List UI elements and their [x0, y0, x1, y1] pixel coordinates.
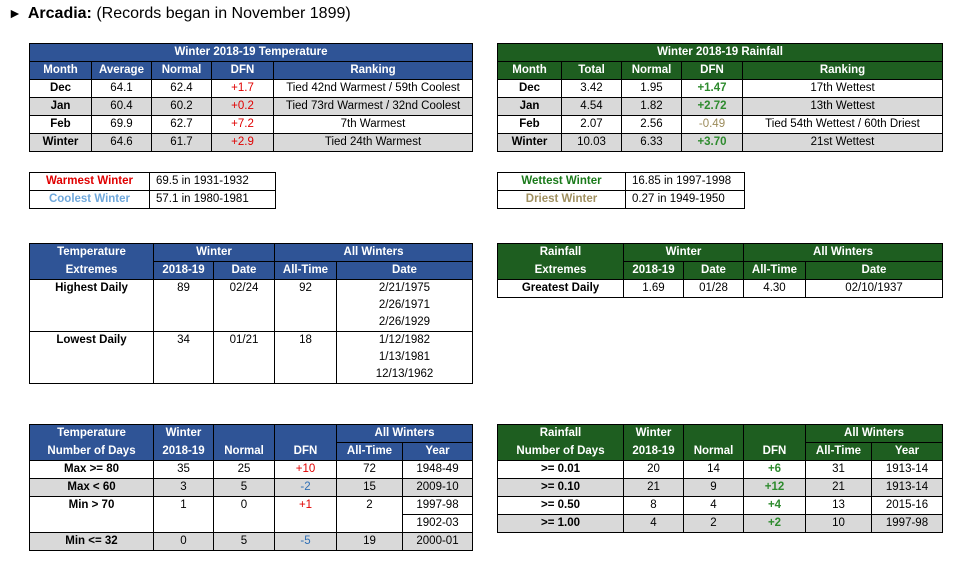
table-row: >= 1.00 4 2 +2 10 1997-98 [497, 514, 943, 533]
all-winters-header: All Winters [274, 243, 473, 262]
temperature-title: Winter 2018-19 Temperature [28, 43, 474, 62]
table-row: Winter 64.6 61.7 +2.9 Tied 24th Warmest [29, 133, 474, 152]
rainfall-records: Wettest Winter 16.85 in 1997-1998 Driest … [497, 172, 745, 209]
all-winters-header: All Winters [743, 243, 943, 262]
col-average: Average [91, 61, 152, 80]
table-row: Jan 4.54 1.82 +2.72 13th Wettest [497, 97, 944, 116]
table-row: Max < 60 3 5 -2 15 2009-10 [29, 478, 473, 497]
table-row: Min > 70 1 0 +1 2 1997-98 [29, 496, 473, 515]
col-dfn: DFN [211, 61, 274, 80]
warmest-winter-label: Warmest Winter [29, 172, 150, 191]
table-row: >= 0.10 21 9 +12 21 1913-14 [497, 478, 943, 497]
table-row: Lowest Daily 34 01/21 18 1/12/1982 [29, 331, 473, 349]
table-row: Min <= 32 0 5 -5 19 2000-01 [29, 532, 473, 551]
table-row: Jan 60.4 60.2 +0.2 Tied 73rd Warmest / 32nd … [29, 97, 474, 116]
temperature-table: Winter 2018-19 Temperature Month Average… [28, 43, 474, 152]
col-month: Month [29, 61, 92, 80]
col-ranking: Ranking [741, 61, 944, 80]
table-row: Feb 69.9 62.7 +7.2 7th Warmest [29, 115, 474, 134]
temperature-records: Warmest Winter 69.5 in 1931-1932 Coolest … [29, 172, 276, 209]
col-normal: Normal [621, 61, 682, 80]
driest-winter-label: Driest Winter [497, 190, 626, 209]
table-row: Highest Daily 89 02/24 92 2/21/1975 [29, 279, 473, 297]
rainfall-table: Winter 2018-19 Rainfall Month Total Norm… [496, 43, 944, 152]
col-normal: Normal [151, 61, 212, 80]
page-header: ► Arcadia: (Records began in November 189… [8, 5, 351, 23]
driest-winter-value: 0.27 in 1949-1950 [625, 190, 745, 209]
col-ranking: Ranking [272, 61, 474, 80]
col-month: Month [497, 61, 562, 80]
rainfall-title: Winter 2018-19 Rainfall [496, 43, 944, 62]
table-row: Greatest Daily 1.69 01/28 4.30 02/10/1937 [497, 279, 943, 298]
col-dfn: DFN [681, 61, 743, 80]
station-name: Arcadia: [27, 5, 92, 22]
col-total: Total [561, 61, 622, 80]
table-row: >= 0.50 8 4 +4 13 2015-16 [497, 496, 943, 515]
rainfall-extremes-table: Rainfall Winter All Winters Extremes 201… [497, 243, 943, 298]
winter-header: Winter [623, 243, 744, 262]
winter-header: Winter [153, 243, 275, 262]
coolest-winter-value: 57.1 in 1980-1981 [149, 190, 276, 209]
table-row: Dec 3.42 1.95 +1.47 17th Wettest [497, 79, 944, 98]
temperature-days-table: Temperature Winter All Winters Number of… [29, 424, 473, 551]
table-row: Dec 64.1 62.4 +1.7 Tied 42nd Warmest / 59th … [29, 79, 474, 98]
rainfall-days-table: Rainfall Winter All Winters Number of Da… [497, 424, 943, 533]
table-row: Feb 2.07 2.56 -0.49 Tied 54th Wettest / 60th… [497, 115, 944, 134]
table-row: Winter 10.03 6.33 +3.70 21st Wettest [497, 133, 944, 152]
temperature-extremes-table: Temperature Winter All Winters Extremes … [29, 243, 473, 384]
table-row: >= 0.01 20 14 +6 31 1913-14 [497, 460, 943, 479]
arrow-icon: ► [8, 5, 22, 21]
temp-extremes-header: Temperature [29, 243, 154, 262]
records-note: (Records began in November 1899) [96, 5, 351, 22]
wettest-winter-label: Wettest Winter [497, 172, 626, 191]
rain-extremes-header: Rainfall [497, 243, 624, 262]
table-row: Max >= 80 35 25 +10 72 1948-49 [29, 460, 473, 479]
wettest-winter-value: 16.85 in 1997-1998 [625, 172, 745, 191]
warmest-winter-value: 69.5 in 1931-1932 [149, 172, 276, 191]
coolest-winter-label: Coolest Winter [29, 190, 150, 209]
